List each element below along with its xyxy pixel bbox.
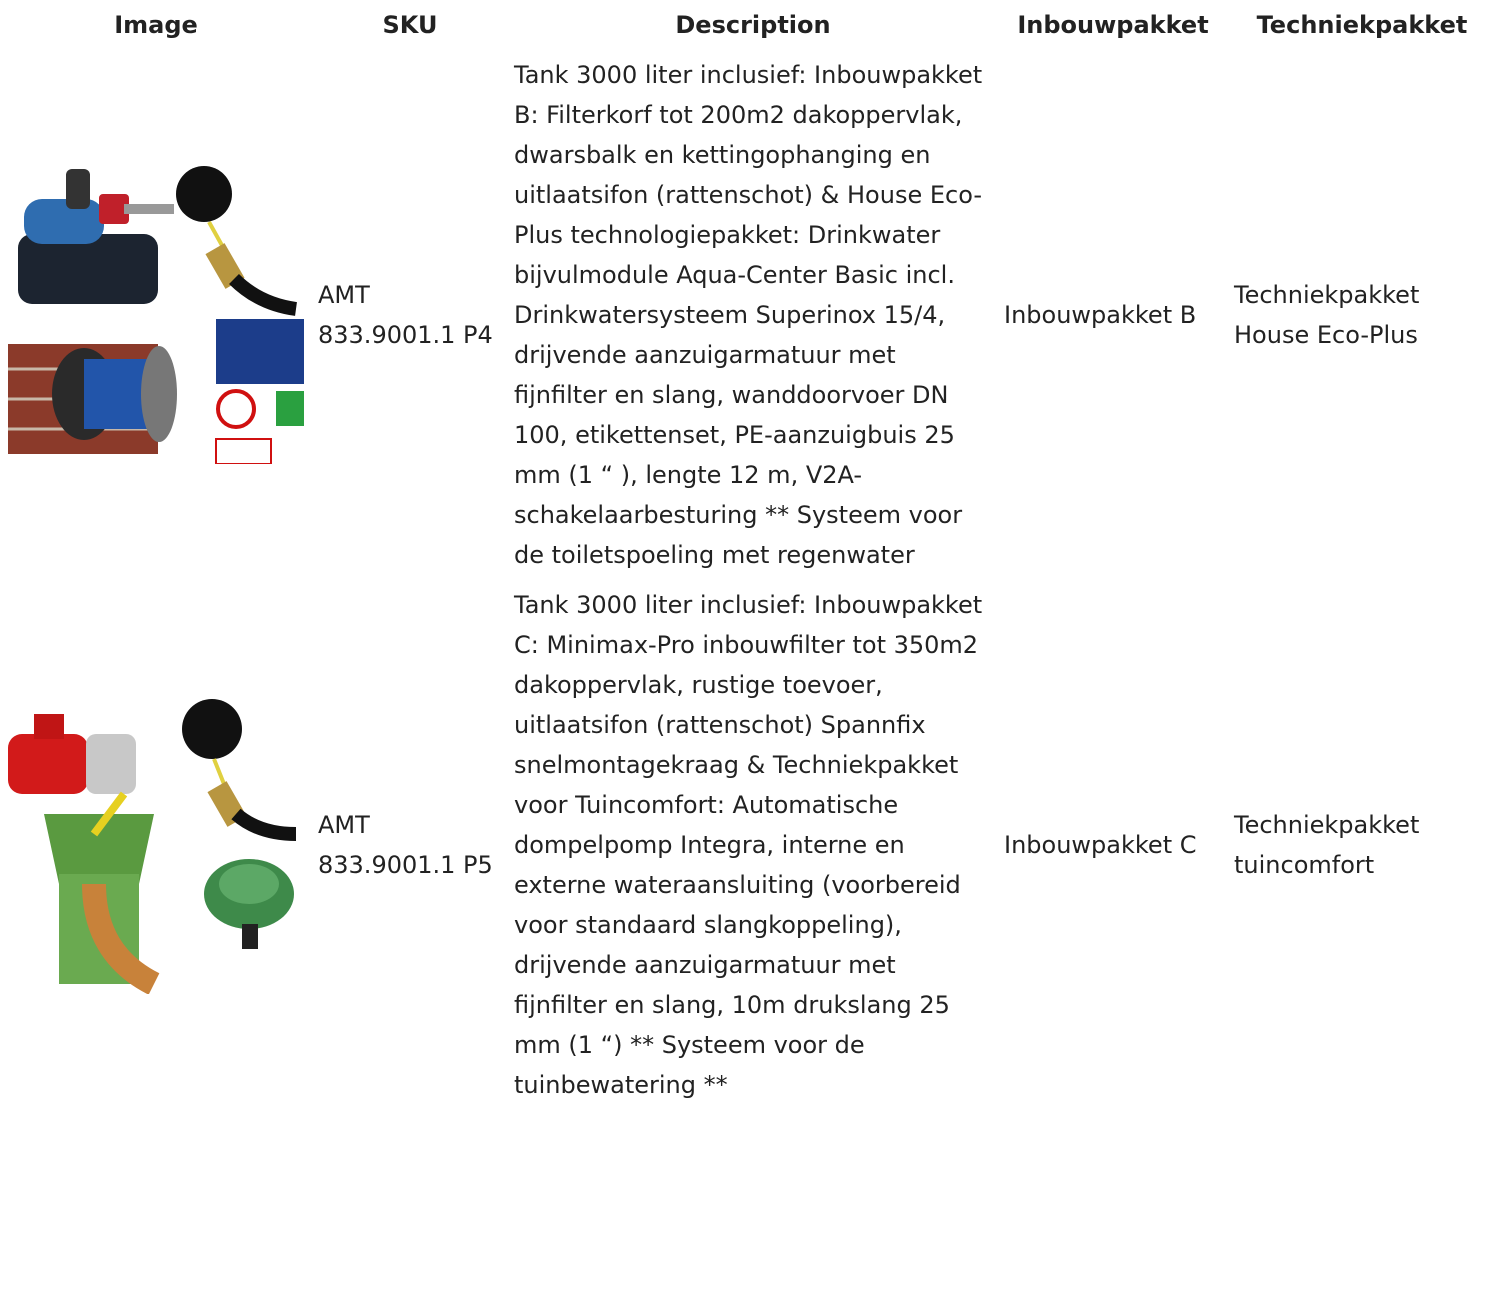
header-cell: Image <box>114 11 198 39</box>
product-image <box>8 166 304 465</box>
product-row: AMT 833.9001.1 P5 Tank 3000 liter inclus… <box>0 580 1496 1110</box>
image-cell <box>0 580 312 1110</box>
description-cell: Tank 3000 liter inclusief: Inbouwpakket … <box>514 61 983 569</box>
header-cell: Description <box>675 11 831 39</box>
header-row: Image SKU Description Inbouwpakket Techn… <box>0 0 1496 50</box>
image-cell <box>0 50 312 580</box>
description-cell: Tank 3000 liter inclusief: Inbouwpakket … <box>514 591 983 1099</box>
product-table: Image SKU Description Inbouwpakket Techn… <box>0 0 1496 1110</box>
header-cell: SKU <box>382 11 438 39</box>
header-cell: Inbouwpakket <box>1017 11 1209 39</box>
product-row: AMT 833.9001.1 P4 Tank 3000 liter inclus… <box>0 50 1496 580</box>
sku-cell: AMT 833.9001.1 P5 <box>318 811 493 879</box>
inbouwpakket-cell: Inbouwpakket C <box>1004 831 1197 859</box>
sku-cell: AMT 833.9001.1 P4 <box>318 281 493 349</box>
techniekpakket-cell: Techniekpakket House Eco-Plus <box>1234 281 1420 349</box>
header-cell: Techniekpakket <box>1256 11 1468 39</box>
inbouwpakket-cell: Inbouwpakket B <box>1004 301 1197 329</box>
product-image <box>8 699 297 995</box>
techniekpakket-cell: Techniekpakket tuincomfort <box>1234 811 1420 879</box>
